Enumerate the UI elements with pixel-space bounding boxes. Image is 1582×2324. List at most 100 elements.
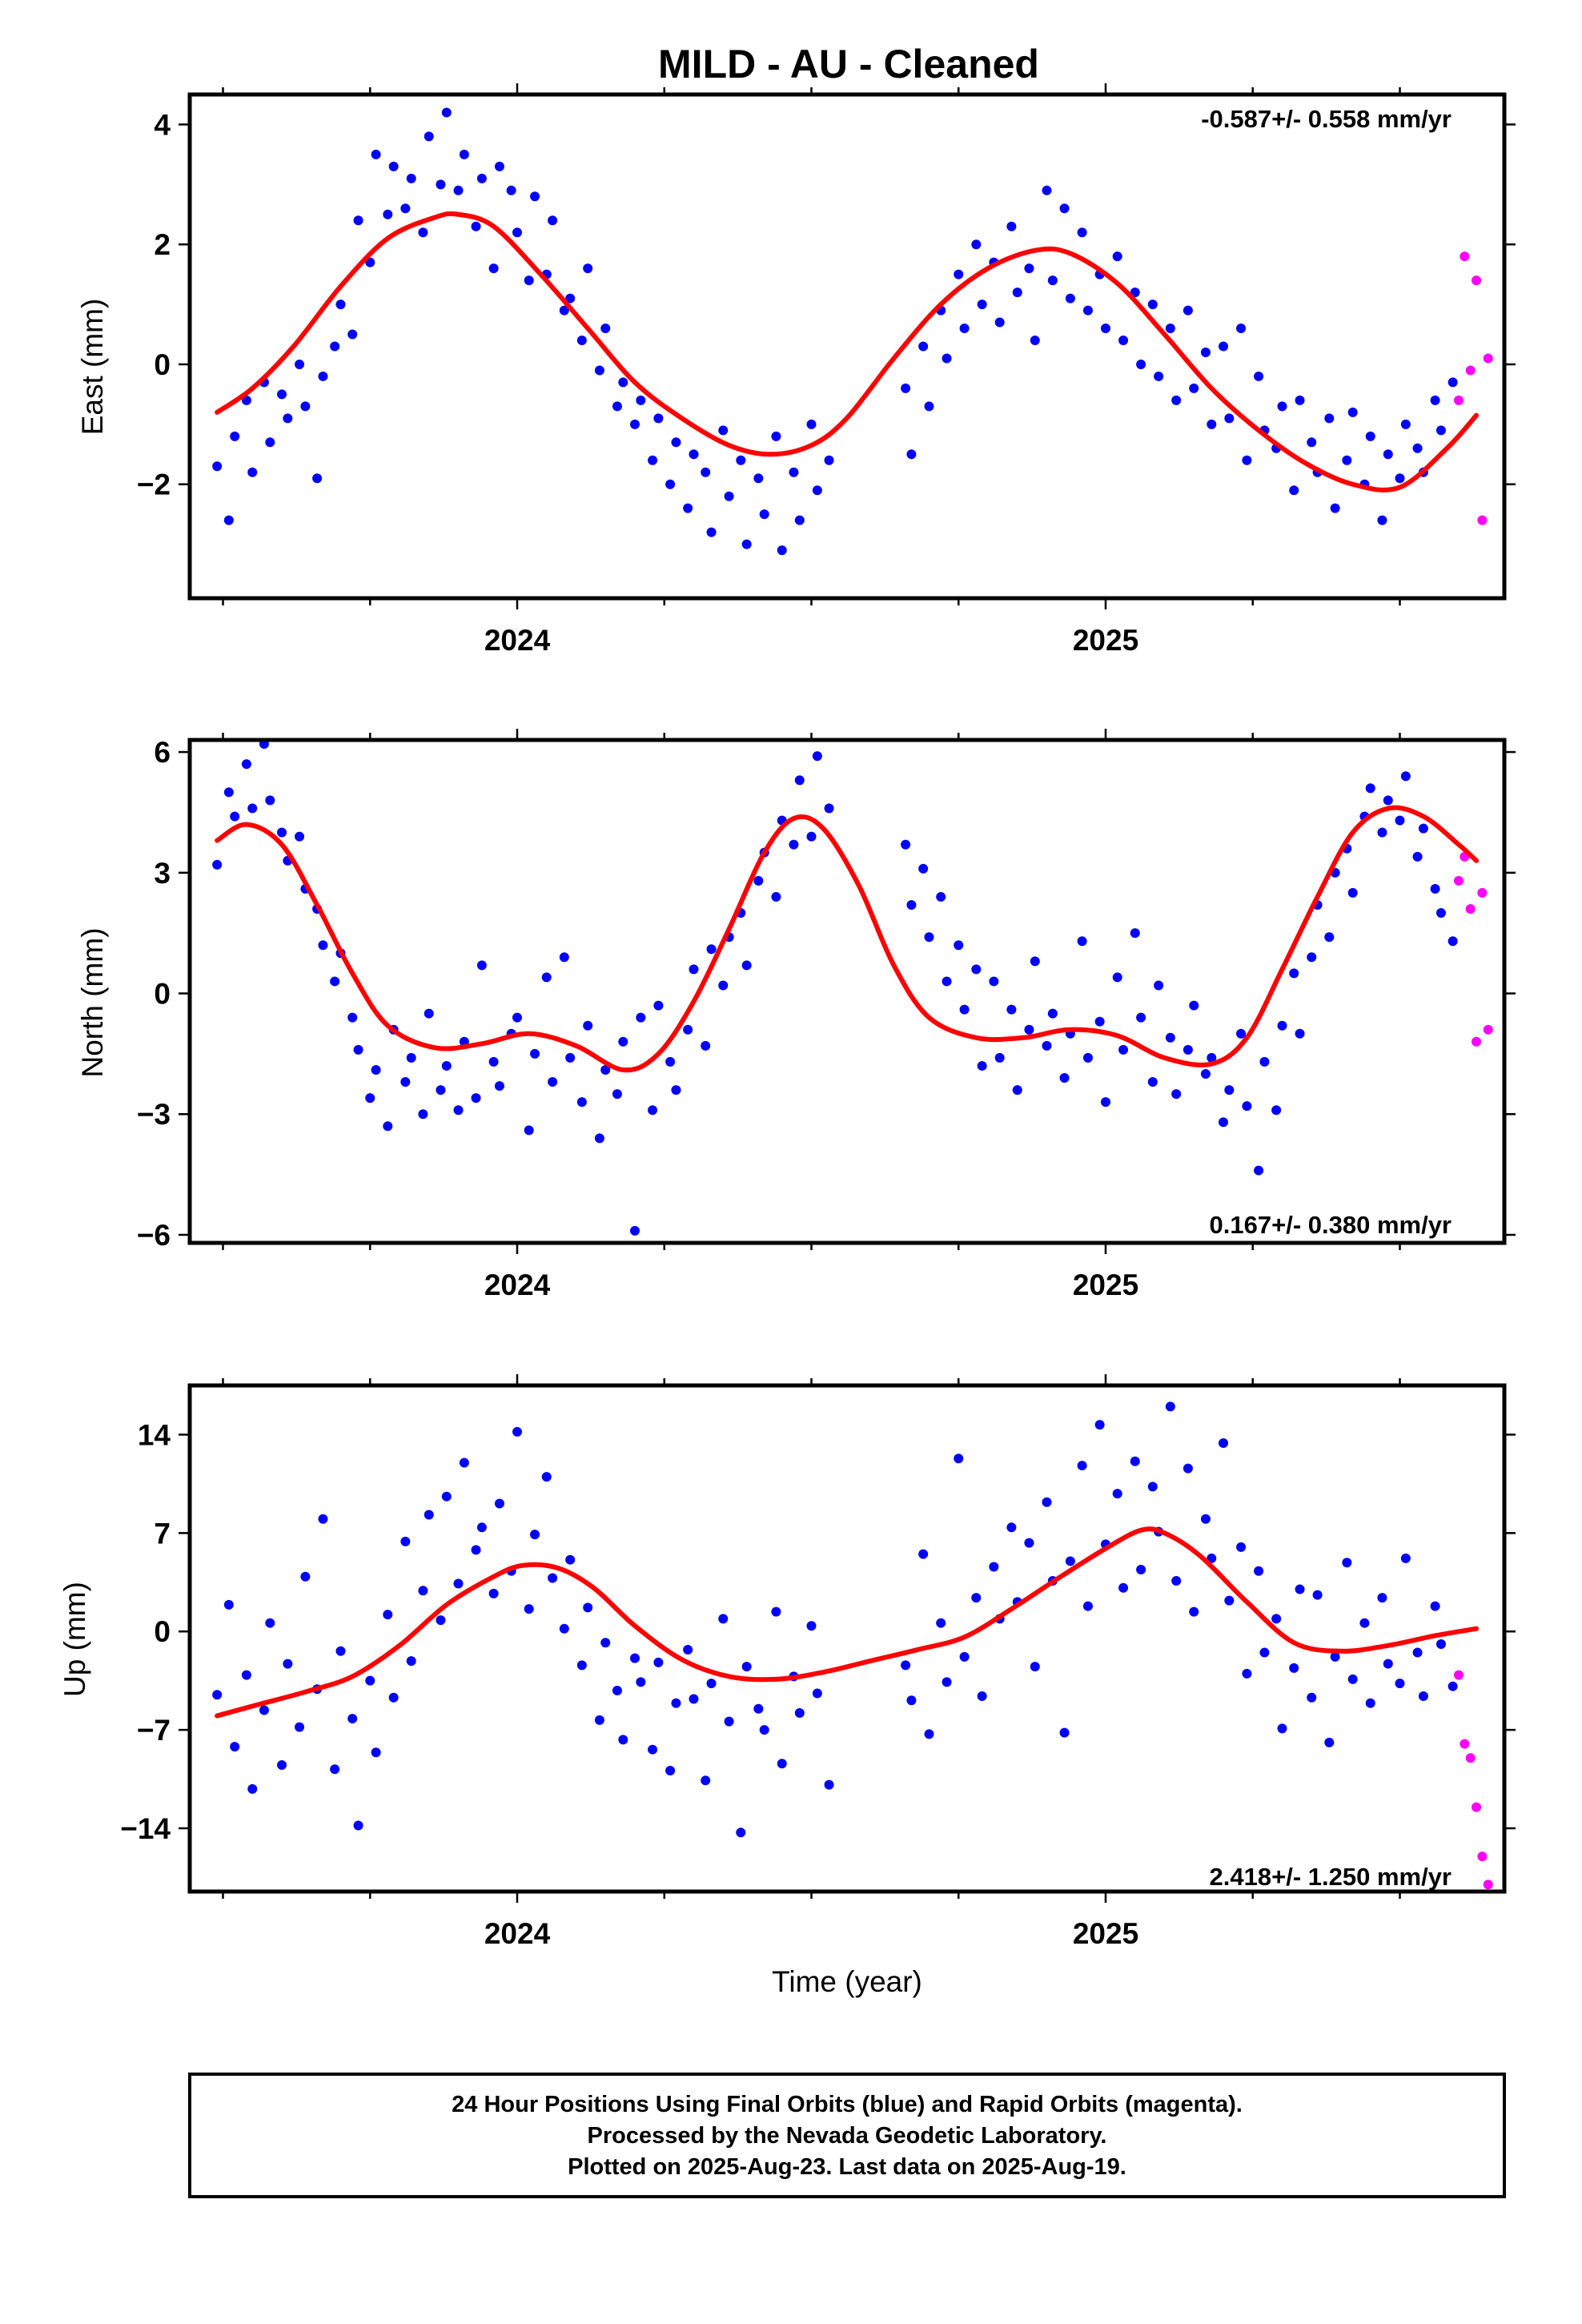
final-orbit-point — [1418, 1691, 1428, 1701]
final-orbit-point — [1430, 395, 1440, 405]
final-orbit-point — [371, 1747, 381, 1758]
final-orbit-point — [383, 1121, 393, 1132]
final-orbit-point — [388, 1692, 399, 1703]
final-orbit-point — [330, 976, 340, 987]
final-orbit-point — [600, 324, 611, 334]
final-orbit-point — [636, 1677, 646, 1687]
final-orbit-point — [989, 976, 999, 987]
final-orbit-point — [1224, 1595, 1235, 1606]
final-orbit-point — [559, 952, 569, 963]
final-orbit-point — [1130, 287, 1140, 298]
final-orbit-point — [1330, 503, 1340, 513]
final-orbit-point — [741, 539, 752, 549]
up-rate-label: 2.418+/- 1.250 mm/yr — [1210, 1863, 1452, 1891]
y-tick-label: 3 — [154, 857, 171, 890]
final-orbit-point — [295, 359, 305, 369]
final-orbit-point — [559, 305, 569, 316]
final-orbit-point — [347, 329, 358, 340]
trend-fit-line — [215, 211, 1480, 493]
final-orbit-point — [494, 1498, 504, 1509]
final-orbit-point — [753, 473, 764, 484]
final-orbit-point — [636, 1012, 646, 1023]
final-orbit-point — [406, 1052, 416, 1063]
final-orbit-point — [653, 413, 664, 424]
final-orbit-point — [565, 1554, 576, 1565]
final-orbit-point — [365, 257, 375, 267]
final-orbit-point — [459, 149, 469, 159]
final-orbit-point — [512, 1426, 522, 1437]
footer-frame — [188, 2073, 1506, 2198]
footer-line-2: Processed by the Nevada Geodetic Laborat… — [588, 2123, 1107, 2149]
final-orbit-point — [1200, 1068, 1211, 1079]
final-orbit-point — [1242, 455, 1252, 465]
rapid-orbit-point — [1465, 365, 1476, 376]
final-orbit-point — [1182, 1463, 1193, 1474]
final-orbit-point — [330, 341, 340, 352]
final-orbit-point — [1383, 1659, 1393, 1669]
final-orbit-point — [230, 431, 240, 441]
final-orbit-point — [318, 371, 328, 381]
final-orbit-point — [512, 227, 522, 238]
final-orbit-point — [1365, 783, 1375, 794]
y-tick-label: 4 — [154, 108, 171, 141]
final-orbit-point — [418, 1586, 428, 1596]
final-orbit-point — [1030, 336, 1040, 346]
final-orbit-point — [1365, 1698, 1375, 1708]
final-orbit-point — [777, 545, 787, 556]
final-orbit-point — [701, 1040, 711, 1051]
final-orbit-point — [1395, 815, 1405, 826]
final-orbit-point — [471, 1093, 481, 1104]
final-orbit-point — [906, 899, 917, 910]
x-tick-label: 2025 — [1073, 624, 1138, 657]
final-orbit-point — [1154, 980, 1164, 991]
final-orbit-point — [771, 431, 781, 441]
final-orbit-point — [901, 1660, 911, 1671]
final-orbit-point — [630, 419, 640, 429]
final-orbit-point — [488, 1056, 499, 1067]
final-orbit-point — [977, 1691, 987, 1701]
final-orbit-point — [924, 932, 934, 943]
final-orbit-point — [1365, 431, 1375, 441]
final-orbit-point — [771, 1606, 781, 1617]
final-orbit-point — [1324, 932, 1335, 943]
final-orbit-point — [277, 1760, 287, 1770]
rapid-orbit-point — [1477, 887, 1488, 898]
final-orbit-point — [1447, 1681, 1458, 1691]
final-orbit-point — [683, 1024, 693, 1035]
final-orbit-point — [436, 1085, 446, 1096]
final-orbit-point — [383, 209, 393, 219]
final-orbit-point — [683, 1645, 693, 1655]
final-orbit-point — [824, 1779, 834, 1790]
final-orbit-point — [806, 831, 817, 842]
final-orbit-point — [576, 336, 587, 346]
final-orbit-point — [648, 1105, 658, 1116]
final-orbit-point — [1189, 383, 1199, 393]
final-orbit-point — [1412, 1647, 1423, 1658]
final-orbit-point — [471, 1545, 481, 1555]
final-orbit-point — [753, 1703, 764, 1714]
final-orbit-point — [1295, 395, 1305, 405]
final-orbit-point — [1012, 287, 1022, 298]
rapid-orbit-point — [1477, 1852, 1488, 1862]
final-orbit-point — [1171, 395, 1182, 405]
final-orbit-point — [1006, 1522, 1017, 1533]
final-orbit-point — [230, 1742, 240, 1752]
final-orbit-point — [1324, 413, 1335, 424]
final-orbit-point — [1259, 1647, 1270, 1658]
final-orbit-point — [318, 1514, 328, 1524]
final-orbit-point — [618, 1036, 628, 1047]
final-orbit-point — [1277, 1020, 1287, 1031]
final-orbit-point — [994, 317, 1005, 328]
final-orbit-point — [977, 300, 987, 310]
final-orbit-point — [1065, 293, 1075, 304]
final-orbit-point — [1347, 1674, 1358, 1684]
final-orbit-point — [794, 515, 805, 525]
rapid-orbit-point — [1472, 275, 1482, 286]
final-orbit-point — [901, 839, 911, 850]
final-orbit-point — [1277, 1723, 1287, 1734]
y-tick-label: −14 — [120, 1812, 171, 1845]
rapid-orbit-point — [1454, 875, 1464, 886]
north-rate-label: 0.167+/- 0.380 mm/yr — [1210, 1211, 1452, 1239]
final-orbit-point — [1224, 1085, 1235, 1096]
final-orbit-point — [942, 976, 952, 987]
